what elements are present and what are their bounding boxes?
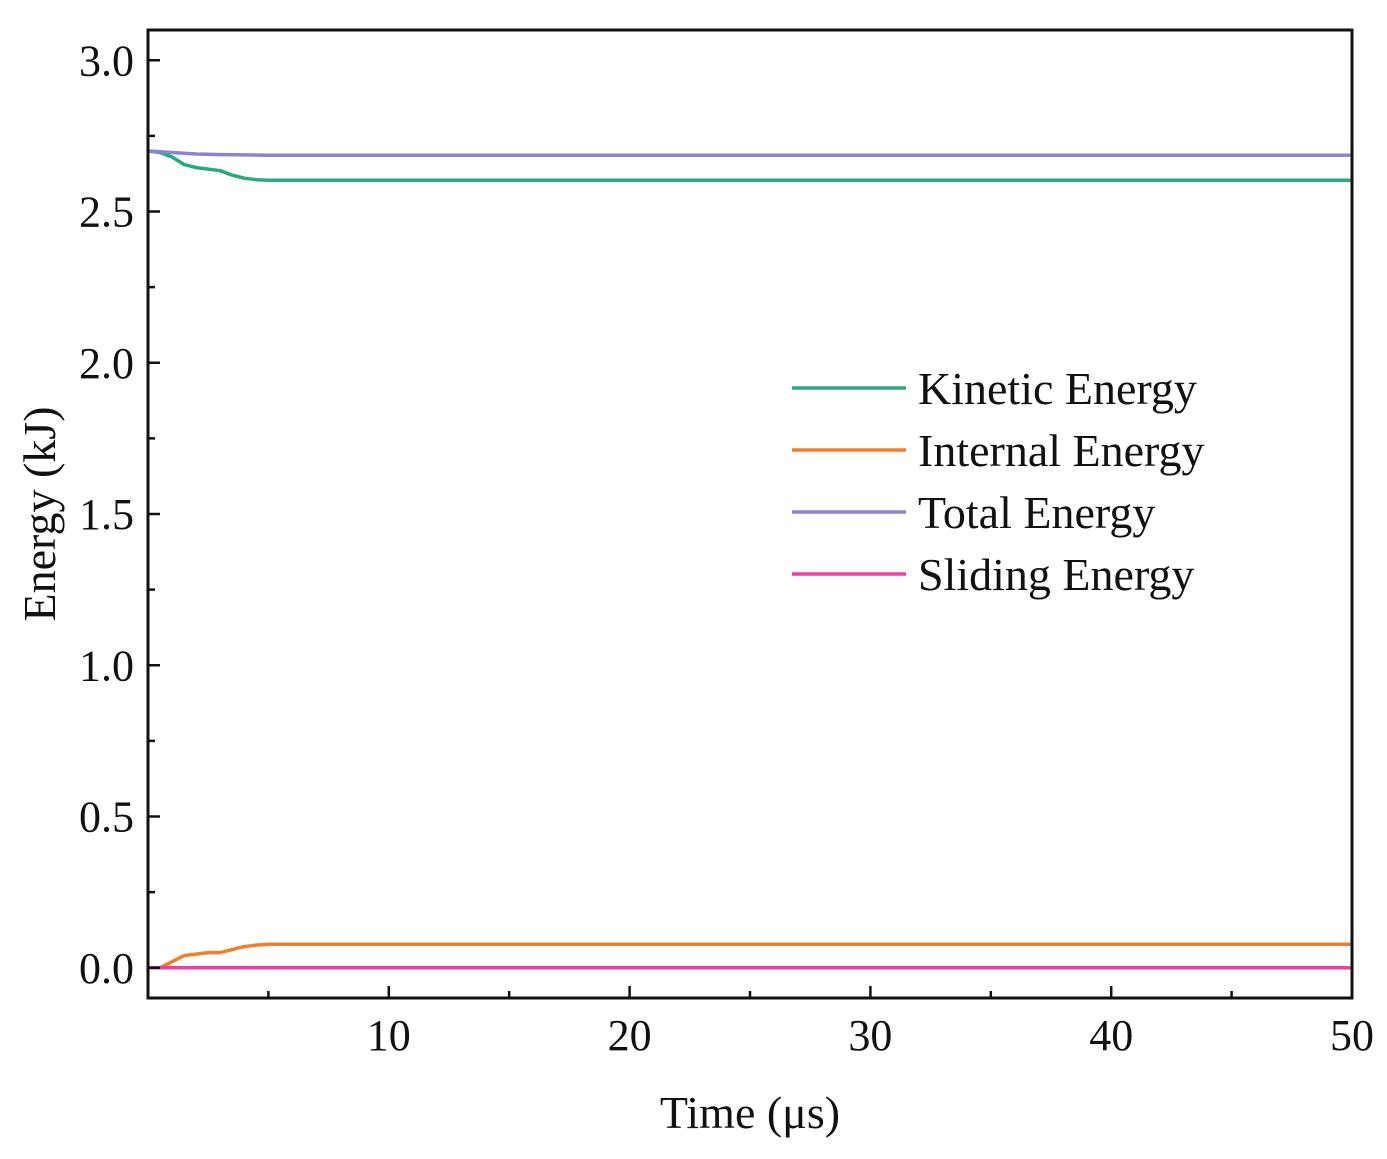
x-tick-label: 10 (367, 1011, 411, 1060)
x-tick-label: 40 (1089, 1011, 1133, 1060)
y-axis-title: Energy (kJ) (14, 406, 65, 621)
x-tick-label: 50 (1330, 1011, 1374, 1060)
y-tick-label: 2.5 (79, 188, 134, 237)
legend-label: Sliding Energy (918, 549, 1194, 600)
legend-label: Internal Energy (918, 425, 1205, 476)
y-tick-label: 1.0 (79, 641, 134, 690)
x-tick-label: 20 (608, 1011, 652, 1060)
y-tick-label: 2.0 (79, 339, 134, 388)
series-line-total-energy (147, 149, 1352, 157)
plot-lines (147, 149, 1352, 970)
x-tick-label: 30 (848, 1011, 892, 1060)
y-tick-label: 0.0 (79, 944, 134, 993)
y-axis-ticks: 0.0 0.5 1.0 1.5 2.0 2.5 3.0 (79, 36, 160, 993)
x-axis-title: Time (μs) (660, 1087, 840, 1138)
y-tick-label: 1.5 (79, 490, 134, 539)
plot-frame (146, 28, 1354, 1000)
series-line-internal-energy (148, 942, 1352, 970)
x-axis-ticks: 10 20 30 40 50 (267, 986, 1374, 1060)
y-tick-label: 3.0 (79, 36, 134, 85)
y-tick-label: 0.5 (79, 793, 134, 842)
legend-label: Total Energy (918, 487, 1155, 538)
legend: Kinetic Energy Internal Energy Total Energ… (792, 363, 1205, 600)
series-line-kinetic-energy (147, 149, 1352, 183)
legend-label: Kinetic Energy (918, 363, 1197, 414)
